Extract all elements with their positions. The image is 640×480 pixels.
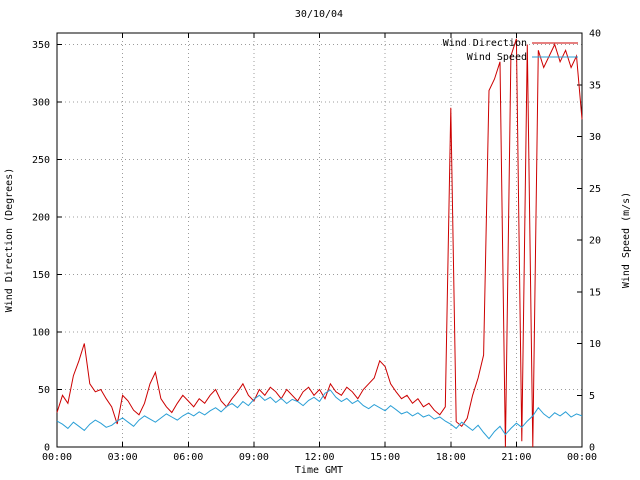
- series-layer: [56, 38, 583, 448]
- x-tick-label: 06:00: [173, 452, 203, 463]
- y-left-tick-label: 0: [44, 443, 50, 454]
- legend-wind-direction-label: Wind Direction: [443, 38, 527, 49]
- series-line-wind-speed: [56, 389, 583, 440]
- y-right-tick-label: 5: [589, 391, 595, 402]
- y-right-axis-label: Wind Speed (m/s): [621, 192, 632, 288]
- y-left-tick-label: 250: [32, 155, 50, 166]
- y-left-tick-label: 50: [38, 385, 50, 396]
- tick-label-layer: 00:00 03:00 06:00 09:00 12:00 15:00 18:00 21:00…: [32, 29, 601, 464]
- x-tick-label: 03:00: [108, 452, 138, 463]
- chart-title: 30/10/04: [295, 9, 343, 20]
- x-tick-label: 15:00: [370, 452, 400, 463]
- plot-border: [56, 32, 583, 448]
- y-left-tick-label: 350: [32, 40, 50, 51]
- y-left-tick-label: 150: [32, 270, 50, 281]
- y-right-tick-label: 0: [589, 443, 595, 454]
- y-left-tick-label: 300: [32, 98, 50, 109]
- x-tick-label: 00:00: [567, 452, 597, 463]
- y-right-tick-label: 30: [589, 132, 601, 143]
- x-tick-label: 09:00: [239, 452, 269, 463]
- x-axis-label: Time GMT: [295, 465, 343, 476]
- y-right-tick-label: 20: [589, 236, 601, 247]
- y-left-axis-label: Wind Direction (Degrees): [4, 168, 15, 313]
- x-tick-label: 18:00: [436, 452, 466, 463]
- x-tick-label: 12:00: [304, 452, 334, 463]
- y-right-tick-label: 40: [589, 29, 601, 40]
- y-right-tick-label: 15: [589, 287, 601, 298]
- y-right-tick-label: 10: [589, 339, 601, 350]
- legend-wind-speed-label: Wind Speed: [467, 52, 527, 63]
- y-left-tick-label: 100: [32, 328, 50, 339]
- tick-layer: [56, 32, 583, 448]
- label-layer: 30/10/04 Wind Direction (Degrees) Wind S…: [4, 9, 632, 476]
- series-line-wind-direction: [56, 38, 583, 448]
- grid-layer: [57, 33, 582, 447]
- y-right-tick-label: 25: [589, 184, 601, 195]
- x-tick-label: 00:00: [42, 452, 72, 463]
- y-right-tick-label: 35: [589, 80, 601, 91]
- y-left-tick-label: 200: [32, 213, 50, 224]
- x-tick-label: 21:00: [501, 452, 531, 463]
